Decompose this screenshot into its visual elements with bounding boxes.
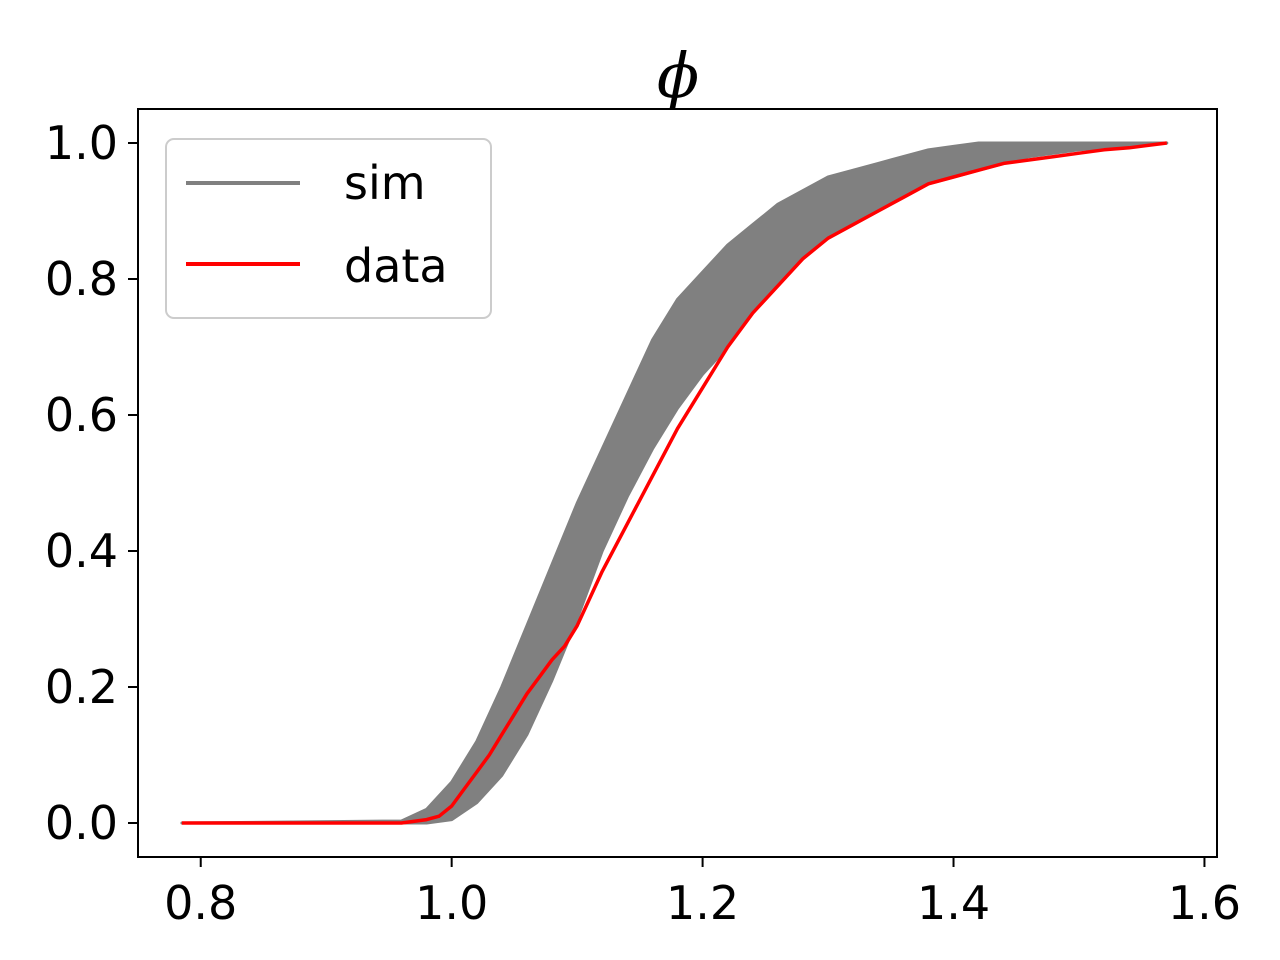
- x-tick-label: 1.0: [415, 876, 488, 930]
- data-line: [181, 141, 1168, 825]
- x-tick-label: 1.4: [917, 876, 990, 930]
- x-tick-label: 1.2: [666, 876, 739, 930]
- y-tick-label: 0.6: [45, 388, 118, 442]
- x-tick-label: 0.8: [164, 876, 237, 930]
- x-axis: 0.8 1.0 1.2 1.4 1.6: [164, 857, 1241, 930]
- x-tick-label: 1.6: [1168, 876, 1241, 930]
- y-tick-label: 0.8: [45, 252, 118, 306]
- y-tick-label: 0.4: [45, 524, 118, 578]
- axes-frame: [137, 108, 1218, 858]
- legend-sim-label: sim: [344, 156, 426, 210]
- legend: sim data: [165, 138, 492, 319]
- y-tick-label: 1.0: [45, 116, 118, 170]
- y-axis: 0.0 0.2 0.4 0.6 0.8 1.0: [45, 116, 138, 850]
- y-tick-label: 0.0: [45, 796, 118, 850]
- chart-title: ϕ: [657, 39, 699, 112]
- legend-data-label: data: [344, 239, 448, 293]
- y-tick-label: 0.2: [45, 660, 118, 714]
- plot-area: [180, 141, 1169, 825]
